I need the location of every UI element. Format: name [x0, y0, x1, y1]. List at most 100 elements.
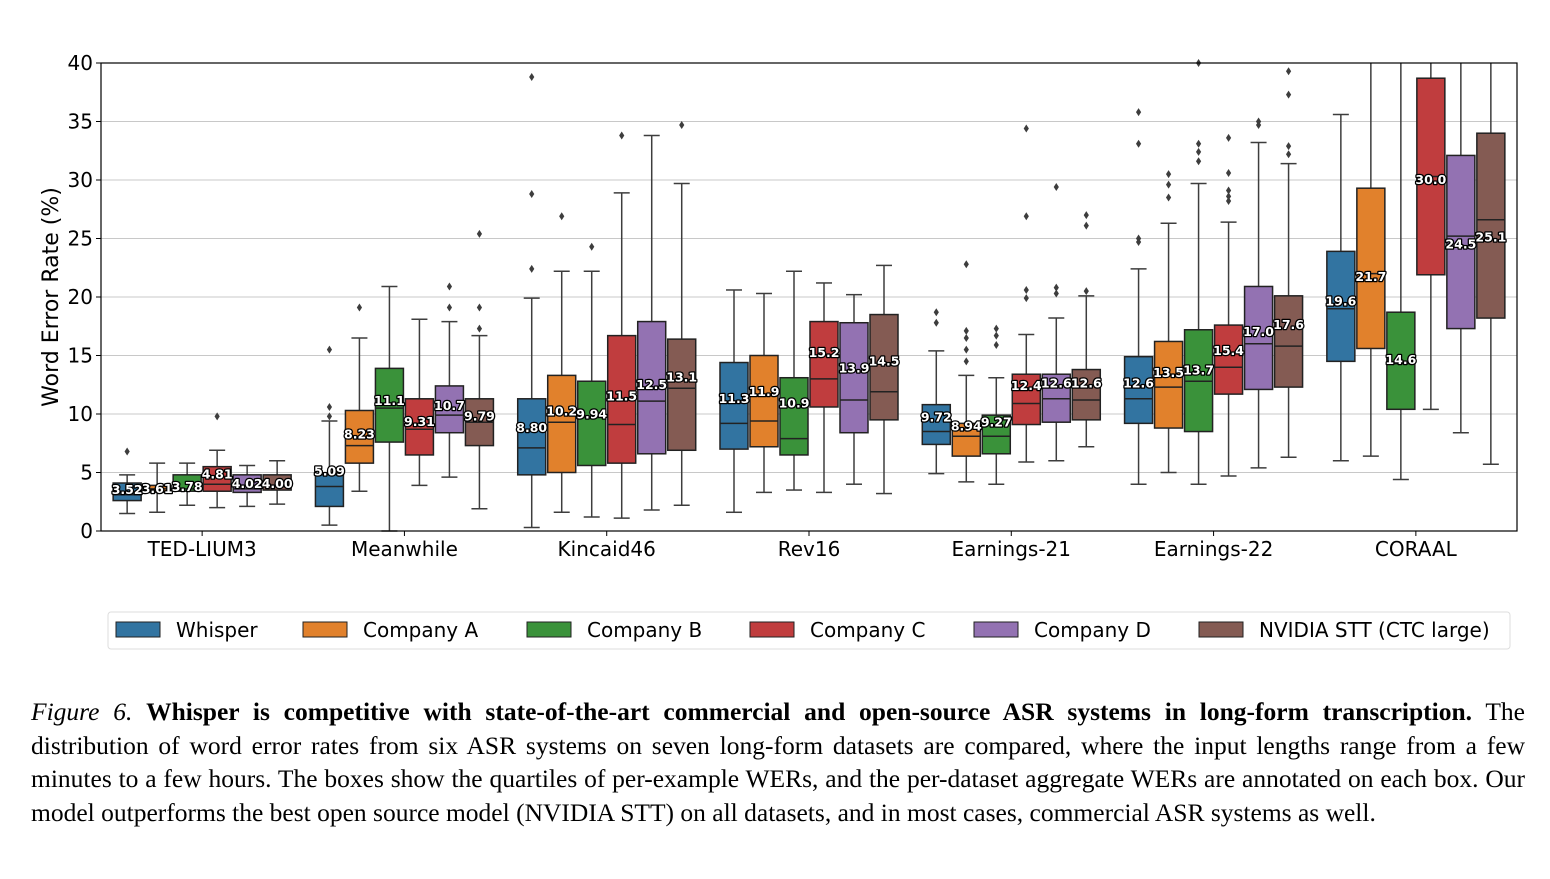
legend-swatch — [115, 621, 161, 638]
aggregate-wer-label: 11.1 — [374, 393, 405, 408]
outlier-point — [1225, 197, 1232, 206]
outlier-point — [1023, 124, 1029, 133]
box-company-d-4 — [1041, 183, 1072, 462]
box-iqr — [869, 313, 899, 421]
box-iqr — [404, 398, 435, 456]
box-iqr — [1446, 154, 1476, 330]
box-whisper-6 — [1326, 113, 1356, 462]
aggregate-wer-label: 24.5 — [1445, 236, 1476, 251]
outlier-point — [326, 402, 333, 411]
outlier-point — [326, 345, 333, 354]
box-company-b-2 — [576, 242, 607, 518]
outlier-point — [1195, 157, 1202, 166]
box-iqr — [1153, 340, 1184, 429]
box-company-c-3 — [809, 282, 839, 494]
x-tick-label: TED-LIUM3 — [147, 537, 257, 561]
outlier-point — [933, 318, 939, 327]
outlier-point — [124, 447, 130, 456]
box-iqr — [576, 380, 607, 467]
y-axis-ticks: 0 5 10 15 20 25 30 35 40 — [68, 51, 101, 543]
aggregate-wer-label: 11.3 — [719, 391, 750, 406]
y-axis-label: Word Error Rate (%) — [39, 187, 64, 407]
box-company-b-0 — [172, 462, 202, 507]
outlier-point — [1255, 117, 1262, 126]
outlier-point — [446, 303, 453, 312]
box-company-a-1 — [344, 303, 375, 492]
y-tick-label: 15 — [68, 344, 93, 368]
outlier-point — [1195, 139, 1202, 148]
box-iqr — [1213, 324, 1244, 395]
outlier-point — [1023, 285, 1029, 294]
legend-item: Whisper — [115, 618, 258, 642]
legend-label: Whisper — [176, 618, 258, 642]
aggregate-wer-label: 4.02 — [232, 476, 263, 491]
caption-title: Whisper is competitive with state-of-the… — [146, 697, 1473, 726]
aggregate-wer-label: 9.72 — [921, 409, 952, 424]
box-whisper-0 — [112, 447, 142, 515]
box-iqr — [1123, 355, 1154, 425]
aggregate-wer-label: 13.1 — [666, 370, 697, 385]
aggregate-wer-label: 14.5 — [869, 353, 900, 368]
box-iqr — [232, 474, 262, 494]
box-company-a-4 — [951, 260, 982, 483]
outlier-point — [1225, 192, 1232, 201]
box-company-c-4 — [1011, 124, 1042, 463]
outlier-point — [1285, 90, 1292, 99]
outlier-point — [679, 121, 685, 130]
box-nvidia-stt-ctc-large--1 — [464, 229, 495, 510]
x-tick-label: Kincaid46 — [558, 537, 656, 561]
outlier-point — [993, 331, 999, 340]
box-company-c-0 — [202, 412, 232, 509]
box-company-c-2 — [606, 131, 637, 519]
figure-caption: Figure 6. Whisper is competitive with st… — [31, 695, 1525, 829]
outlier-point — [476, 229, 483, 238]
aggregate-wer-label: 12.4 — [1011, 378, 1042, 393]
box-iqr — [344, 409, 375, 464]
box-nvidia-stt-ctc-large--5 — [1273, 67, 1304, 459]
y-tick-label: 30 — [68, 168, 93, 192]
y-tick-label: 35 — [68, 110, 93, 134]
legend-item: Company D — [973, 618, 1151, 642]
legend-label: NVIDIA STT (CTC large) — [1259, 618, 1490, 642]
box-company-b-1 — [374, 285, 405, 532]
aggregate-wer-label: 19.6 — [1325, 294, 1356, 309]
box-iqr — [1243, 285, 1274, 391]
box-iqr — [951, 422, 982, 457]
box-iqr — [374, 367, 405, 443]
legend-label: Company A — [363, 618, 479, 642]
box-iqr — [719, 361, 749, 450]
aggregate-wer-label: 15.2 — [809, 345, 840, 360]
aggregate-wer-label: 11.9 — [749, 384, 780, 399]
box-nvidia-stt-ctc-large--0 — [262, 460, 292, 505]
outlier-point — [963, 357, 969, 366]
outlier-point — [1023, 294, 1029, 303]
outlier-point — [1195, 147, 1202, 156]
box-iqr — [1071, 368, 1102, 421]
box-whisper-1 — [314, 345, 345, 526]
outlier-point — [1165, 170, 1172, 179]
outlier-point — [1023, 212, 1029, 221]
box-iqr — [314, 474, 345, 508]
box-company-c-6 — [1416, 63, 1446, 411]
box-company-b-3 — [779, 270, 809, 491]
aggregate-wer-label: 8.94 — [951, 418, 982, 433]
box-company-d-1 — [434, 282, 465, 478]
aggregate-labels: 3.52 5.09 8.80 11.3 9.72 12.6 19.6 3.61 8.23 10.2… — [110, 171, 1507, 498]
box-company-b-5 — [1183, 59, 1214, 485]
box-company-c-1 — [404, 318, 435, 487]
outlier-point — [326, 412, 333, 421]
outlier-point — [963, 333, 969, 342]
legend-item: Company B — [526, 618, 702, 642]
aggregate-wer-label: 9.31 — [404, 414, 435, 429]
legend-swatch — [1198, 621, 1244, 638]
x-tick-label: Earnings-21 — [952, 537, 1071, 561]
x-tick-label: Rev16 — [778, 537, 841, 561]
outlier-point — [1165, 193, 1172, 202]
outlier-point — [1053, 289, 1059, 298]
outlier-point — [1225, 168, 1232, 177]
box-iqr — [636, 320, 667, 455]
aggregate-wer-label: 13.7 — [1183, 363, 1214, 378]
box-iqr — [1273, 295, 1304, 388]
y-tick-label: 25 — [68, 227, 93, 251]
box-iqr — [1476, 132, 1506, 319]
